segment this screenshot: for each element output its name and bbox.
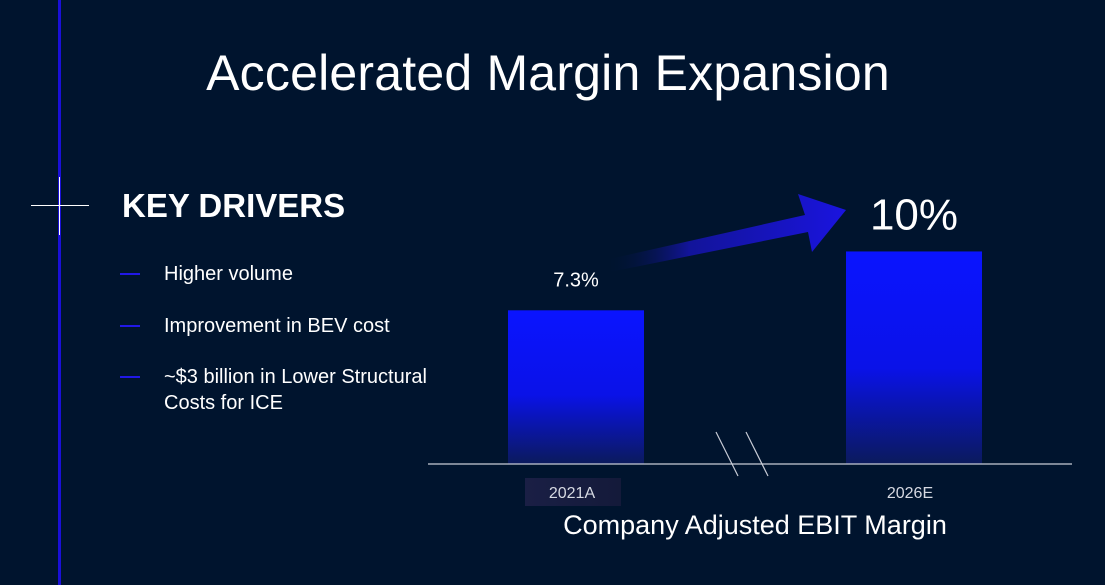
driver-item-text: Improvement in BEV cost [164,315,390,337]
driver-item-text: ~$3 billion in Lower Structural Costs fo… [164,366,427,414]
page-title: Accelerated Margin Expansion [206,45,890,101]
ebit-margin-chart: 2021A 2026E 7.3% 10% [428,190,1072,506]
bar-2021A [508,310,644,464]
accent-vertical-line [58,0,61,585]
bullet-dash [120,273,140,275]
bullet-dash [120,325,140,327]
trend-arrow [605,194,846,272]
crosshair-horizontal [31,205,89,206]
category-label: 2026E [887,485,933,502]
bullet-dash [120,376,140,378]
axis-break [715,431,769,477]
bar-2026E [846,251,982,464]
value-label: 7.3% [553,269,599,291]
crosshair-vertical [59,177,60,235]
category-label-highlight [525,478,621,506]
key-drivers-heading: KEY DRIVERS [122,187,346,224]
driver-item-text: Higher volume [164,263,293,285]
category-label: 2021A [549,485,596,502]
value-label: 10% [870,190,958,239]
x-axis-label: Company Adjusted EBIT Margin [563,510,947,540]
